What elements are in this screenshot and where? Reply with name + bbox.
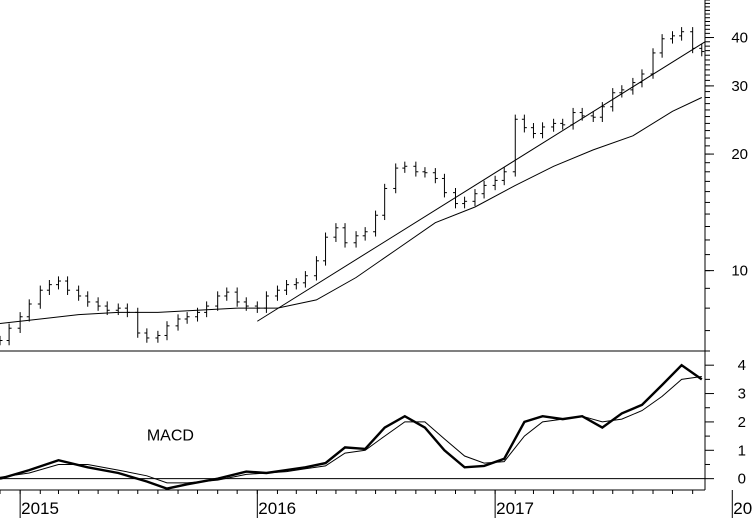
price-bar bbox=[333, 223, 339, 242]
price-panel: 10 20 30 40 bbox=[0, 0, 748, 351]
macd-tick-label: 4 bbox=[738, 357, 746, 374]
price-bar bbox=[234, 287, 240, 307]
price-bar bbox=[155, 330, 161, 343]
price-bar bbox=[65, 276, 71, 295]
price-bar bbox=[243, 297, 249, 311]
macd-label: MACD bbox=[147, 427, 194, 444]
price-bar bbox=[530, 123, 536, 139]
price-bar bbox=[124, 303, 130, 318]
price-bar bbox=[472, 189, 478, 207]
price-bar bbox=[353, 231, 359, 248]
price-bar bbox=[362, 227, 368, 241]
price-bar bbox=[76, 285, 82, 301]
price-bar bbox=[215, 291, 221, 311]
price-bar bbox=[570, 107, 576, 130]
macd-panel: 0 1 2 3 4 MACD bbox=[0, 350, 746, 490]
macd-tick-label: 1 bbox=[738, 442, 746, 459]
price-bar bbox=[551, 118, 557, 132]
price-tick-group: 10 20 30 40 bbox=[705, 0, 748, 332]
price-bar bbox=[85, 291, 91, 307]
macd-tick-label: 3 bbox=[738, 386, 746, 403]
price-bar bbox=[639, 69, 645, 88]
price-bar bbox=[263, 291, 269, 313]
year-label: 2017 bbox=[496, 499, 534, 518]
price-bar bbox=[413, 161, 419, 177]
price-bar bbox=[254, 301, 260, 313]
price-bar bbox=[619, 85, 625, 98]
price-bar bbox=[432, 168, 438, 184]
price-bar bbox=[481, 180, 487, 199]
price-bar bbox=[175, 314, 181, 331]
price-tick-label: 10 bbox=[731, 263, 748, 280]
price-bars bbox=[0, 27, 705, 346]
price-bar bbox=[26, 299, 32, 322]
time-tick-group: 2015 2016 2017 20 bbox=[0, 490, 752, 518]
price-bar bbox=[521, 114, 527, 133]
price-bar bbox=[17, 312, 23, 333]
price-bar bbox=[699, 43, 705, 57]
macd-tick-label: 0 bbox=[738, 471, 746, 488]
macd-line bbox=[0, 363, 703, 490]
price-bar bbox=[492, 175, 498, 191]
price-bar bbox=[274, 285, 280, 301]
price-tick-label: 30 bbox=[731, 78, 748, 95]
year-label: 2016 bbox=[258, 499, 296, 518]
price-bar bbox=[293, 278, 299, 290]
price-bar bbox=[323, 232, 329, 266]
moving-average-line bbox=[0, 97, 703, 324]
price-bar bbox=[6, 323, 12, 346]
price-tick-label: 20 bbox=[731, 146, 748, 163]
price-bar bbox=[342, 223, 348, 248]
price-bar bbox=[373, 210, 379, 237]
price-bar bbox=[95, 297, 101, 311]
price-bar bbox=[452, 188, 458, 209]
price-bar bbox=[590, 111, 596, 122]
price-bar bbox=[540, 122, 546, 139]
price-bar bbox=[164, 321, 170, 341]
year-label: 20 bbox=[733, 499, 752, 518]
price-bar bbox=[302, 271, 308, 288]
price-bar bbox=[115, 303, 121, 316]
price-bar bbox=[204, 301, 210, 318]
price-bar bbox=[313, 256, 319, 281]
price-bar bbox=[224, 287, 230, 301]
price-bar bbox=[0, 335, 3, 346]
price-bar bbox=[501, 167, 507, 186]
trendline bbox=[257, 41, 706, 322]
price-bar bbox=[512, 114, 518, 177]
price-bar bbox=[184, 312, 190, 324]
price-bar bbox=[144, 328, 150, 343]
year-label: 2015 bbox=[21, 499, 59, 518]
price-bar bbox=[659, 34, 665, 58]
price-bar bbox=[441, 173, 447, 198]
macd-tick-label: 2 bbox=[738, 414, 746, 431]
price-bar bbox=[46, 279, 52, 295]
price-bar bbox=[393, 163, 399, 194]
price-bar bbox=[55, 276, 61, 290]
signal-line bbox=[0, 376, 702, 484]
price-tick-label: 40 bbox=[731, 30, 748, 47]
price-bar bbox=[462, 196, 468, 209]
price-bar bbox=[560, 118, 566, 130]
price-bar bbox=[37, 285, 43, 309]
price-bar bbox=[402, 161, 408, 173]
price-bar bbox=[284, 279, 290, 295]
price-bar bbox=[422, 167, 428, 178]
macd-tick-group: 0 1 2 3 4 bbox=[705, 350, 746, 488]
price-bar bbox=[679, 27, 685, 41]
price-bar bbox=[382, 183, 388, 221]
price-bar bbox=[670, 31, 676, 44]
